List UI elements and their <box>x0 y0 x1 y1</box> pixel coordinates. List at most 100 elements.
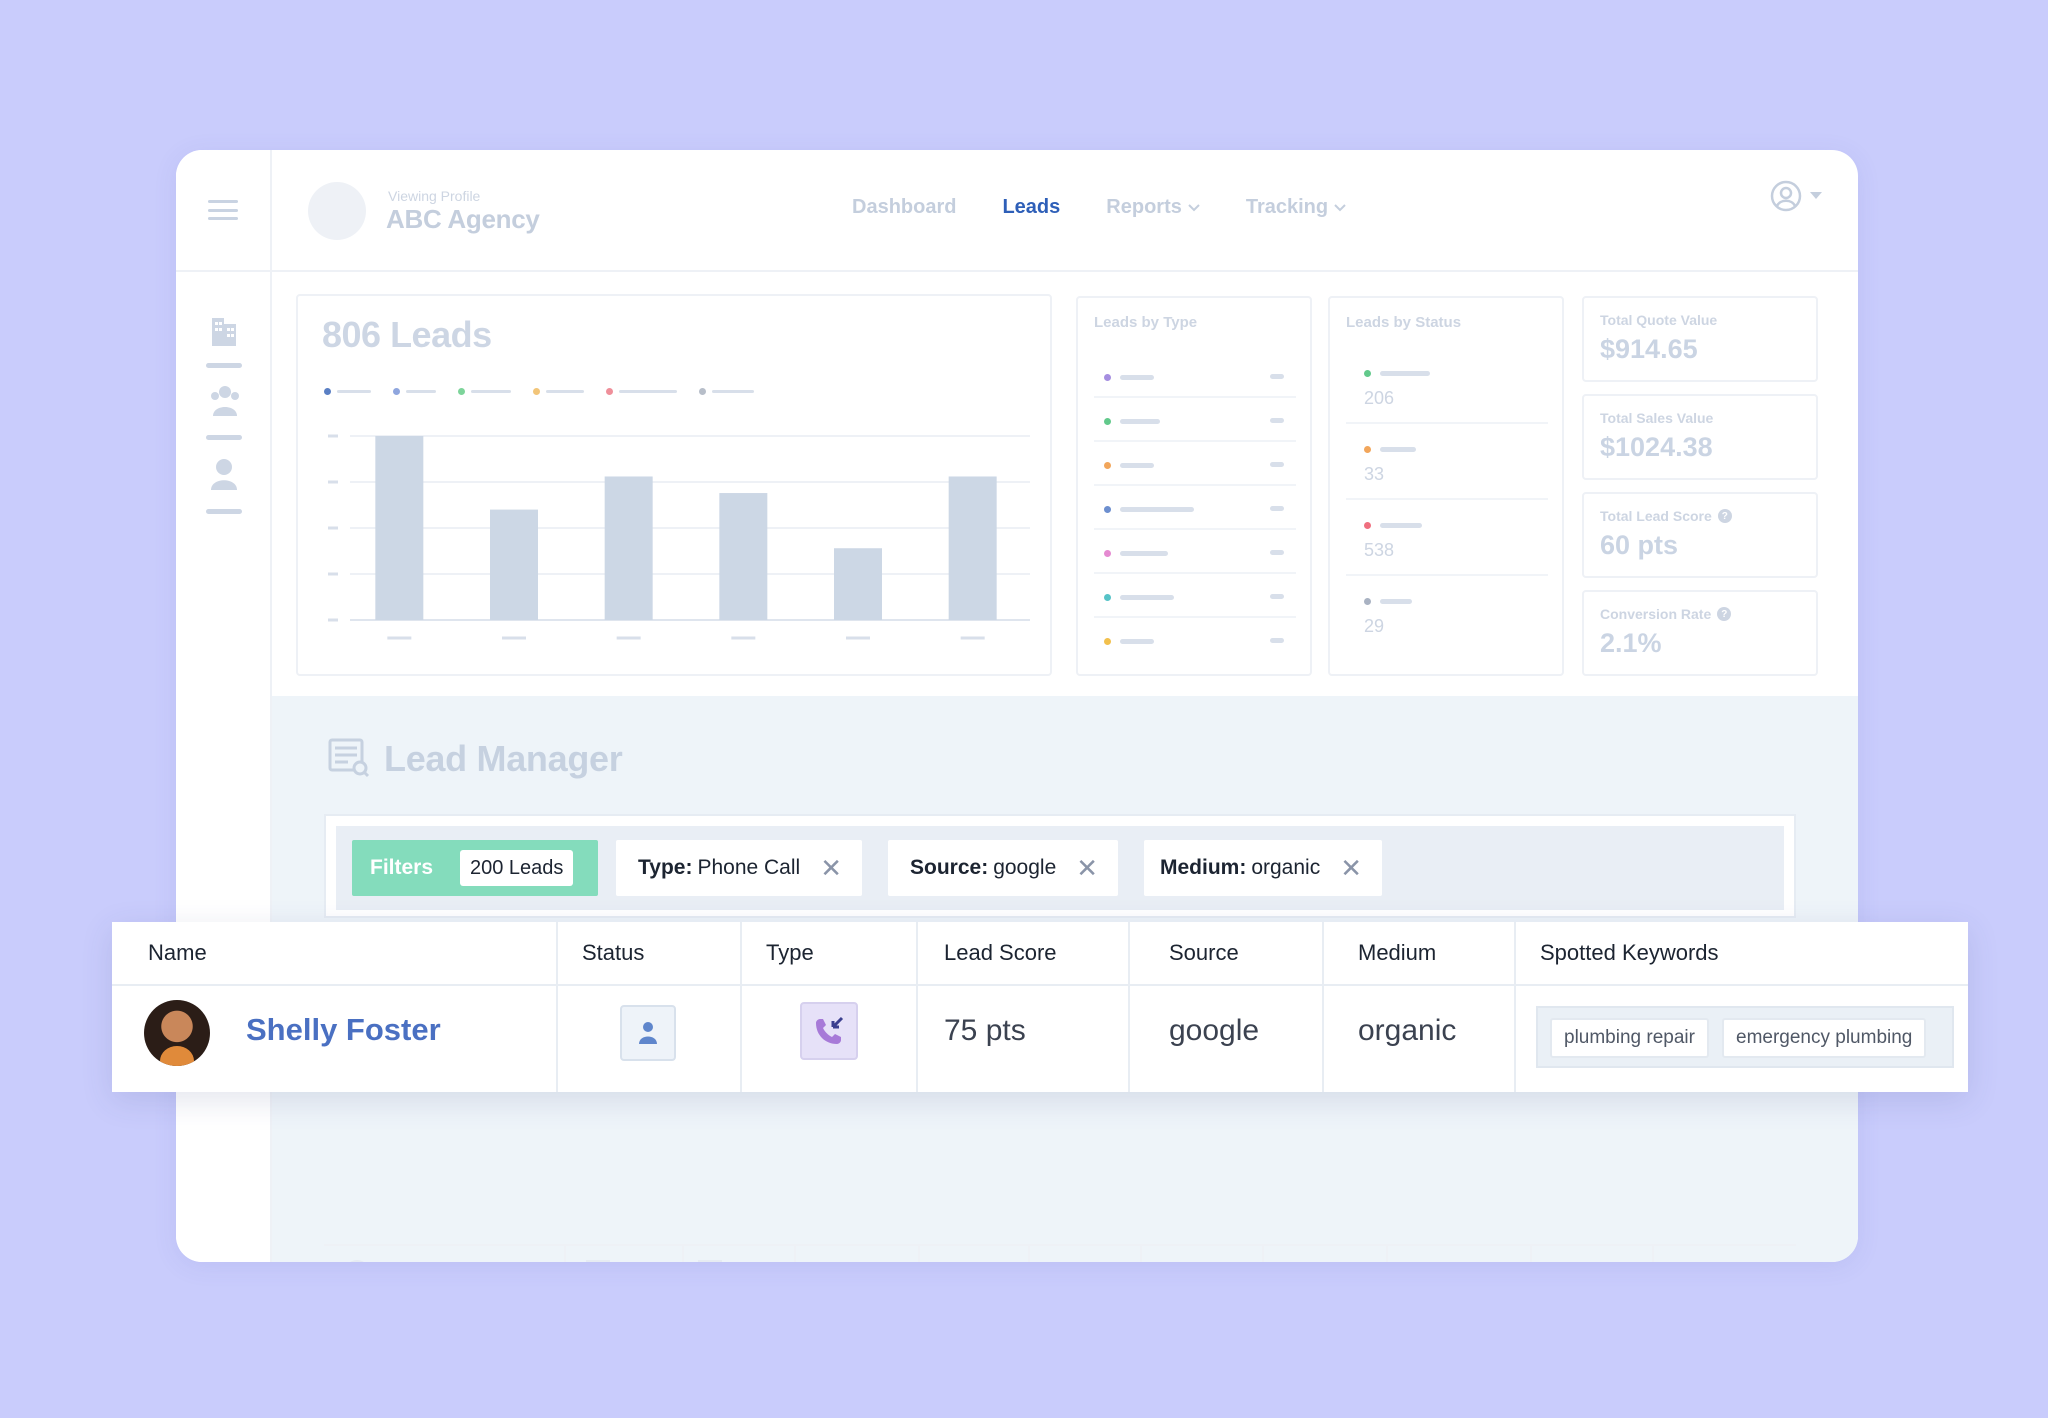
column-header-medium[interactable]: Medium <box>1358 940 1437 965</box>
type-row[interactable] <box>1094 618 1296 662</box>
column-header-type[interactable]: Type <box>766 940 814 965</box>
bar[interactable] <box>604 476 653 620</box>
kpi-conversion-rate: Conversion Rate? 2.1% <box>1582 590 1818 676</box>
status-row[interactable]: 206 <box>1346 348 1548 424</box>
nav-leads[interactable]: Leads <box>1002 196 1060 219</box>
help-icon[interactable]: ? <box>1717 509 1732 523</box>
type-row[interactable] <box>1094 354 1296 398</box>
filters-button[interactable]: Filters 200 Leads <box>352 840 598 896</box>
legend-dot <box>458 388 465 395</box>
type-value-placeholder <box>1270 638 1284 643</box>
status-badge[interactable] <box>620 1005 676 1061</box>
column-header-lead-score[interactable]: Lead Score <box>944 940 1057 965</box>
kpi-label-text: Total Quote Value <box>1600 312 1718 328</box>
filter-chip-type[interactable]: Type: Phone Call ✕ <box>616 840 862 896</box>
type-dot <box>1104 374 1111 381</box>
user-menu[interactable] <box>1770 180 1822 212</box>
legend-item[interactable] <box>324 388 371 395</box>
legend-label-placeholder <box>471 390 511 393</box>
type-dot <box>1104 550 1111 557</box>
column-header-status[interactable]: Status <box>582 940 645 965</box>
status-count: 33 <box>1364 464 1385 484</box>
legend-label-placeholder <box>337 390 371 393</box>
legend-item[interactable] <box>606 388 677 395</box>
nav-dashboard[interactable]: Dashboard <box>852 196 956 219</box>
status-row[interactable]: 33 <box>1346 424 1548 500</box>
type-dot <box>1104 594 1111 601</box>
keyword-tag[interactable]: emergency plumbing <box>1722 1018 1927 1058</box>
type-value-placeholder <box>1270 418 1284 423</box>
chip-key: Source: <box>910 856 989 879</box>
sidebar-item-buildings[interactable] <box>204 312 244 368</box>
legend-dot <box>699 388 706 395</box>
legend-label-placeholder <box>406 390 436 393</box>
close-icon[interactable]: ✕ <box>1076 853 1099 883</box>
type-dot <box>1104 506 1111 513</box>
nav-tracking[interactable]: Tracking <box>1246 196 1346 219</box>
type-row[interactable] <box>1094 574 1296 618</box>
keyword-tag[interactable]: plumbing repair <box>1550 1018 1709 1058</box>
person-icon <box>211 459 237 490</box>
type-row[interactable] <box>1094 530 1296 574</box>
status-row[interactable]: 29 <box>1346 576 1548 652</box>
bar[interactable] <box>948 476 997 620</box>
legend-dot <box>533 388 540 395</box>
type-dot <box>1104 418 1111 425</box>
type-badge[interactable] <box>800 1002 858 1060</box>
column-header-source[interactable]: Source <box>1169 940 1239 965</box>
close-icon[interactable]: ✕ <box>820 853 842 883</box>
chevron-down-icon <box>1334 203 1346 211</box>
legend-item[interactable] <box>699 388 754 395</box>
column-header-spotted-keywords[interactable]: Spotted Keywords <box>1540 940 1719 965</box>
type-label-placeholder <box>1120 507 1194 512</box>
nav-reports-label: Reports <box>1106 196 1182 218</box>
chip-key: Type: <box>638 856 693 879</box>
legend-item[interactable] <box>533 388 584 395</box>
agency-name[interactable]: ABC Agency <box>386 204 540 234</box>
legend-item[interactable] <box>458 388 511 395</box>
bar[interactable] <box>375 436 424 620</box>
status-count: 538 <box>1364 540 1395 560</box>
building-icon <box>212 318 236 346</box>
profile-avatar[interactable] <box>308 182 366 240</box>
filter-chip-medium[interactable]: Medium: organic ✕ <box>1144 840 1383 896</box>
type-label-placeholder <box>1120 375 1154 380</box>
hamburger-menu-icon[interactable] <box>208 200 238 220</box>
type-row[interactable] <box>1094 398 1296 442</box>
kpi-value: $914.65 <box>1600 334 1698 364</box>
filter-chip-source[interactable]: Source: google ✕ <box>888 840 1119 896</box>
legend-dot <box>324 388 331 395</box>
legend-item[interactable] <box>393 388 436 395</box>
leads-by-status-card: Leads by Status 206 33 538 29 <box>1328 296 1564 676</box>
source-value: google <box>1169 1014 1260 1047</box>
leads-by-type-card: Leads by Type <box>1076 296 1312 676</box>
kpi-total-quote-value: Total Quote Value $914.65 <box>1582 296 1818 382</box>
sidebar <box>176 150 272 1262</box>
sidebar-item-group[interactable] <box>204 384 244 440</box>
chip-value: Phone Call <box>697 856 801 879</box>
nav-reports[interactable]: Reports <box>1106 196 1200 219</box>
bar[interactable] <box>490 509 538 620</box>
column-header-name[interactable]: Name <box>148 940 207 965</box>
status-row[interactable]: 538 <box>1346 500 1548 576</box>
bar[interactable] <box>834 548 882 620</box>
kpi-label: Total Quote Value <box>1600 312 1717 328</box>
bar[interactable] <box>719 493 768 620</box>
kpi-label-text: Conversion Rate <box>1600 606 1712 622</box>
sidebar-item-person[interactable] <box>204 458 244 514</box>
status-dot <box>1364 522 1371 529</box>
lead-name-link[interactable]: Shelly Foster <box>246 1012 441 1047</box>
help-icon[interactable]: ? <box>1717 607 1732 621</box>
type-row[interactable] <box>1094 486 1296 530</box>
caret-down-icon <box>1810 192 1822 199</box>
close-icon[interactable]: ✕ <box>1340 853 1363 883</box>
kpi-value: 2.1% <box>1600 628 1662 658</box>
kpi-label: Conversion Rate? <box>1600 606 1732 622</box>
type-row[interactable] <box>1094 442 1296 486</box>
type-dot <box>1104 462 1111 469</box>
status-dot <box>1364 370 1371 377</box>
kpi-value: $1024.38 <box>1600 432 1713 462</box>
lead-manager-icon <box>328 738 370 778</box>
leads-chart-card: 806 Leads <box>296 294 1052 676</box>
status-count: 206 <box>1364 388 1395 408</box>
